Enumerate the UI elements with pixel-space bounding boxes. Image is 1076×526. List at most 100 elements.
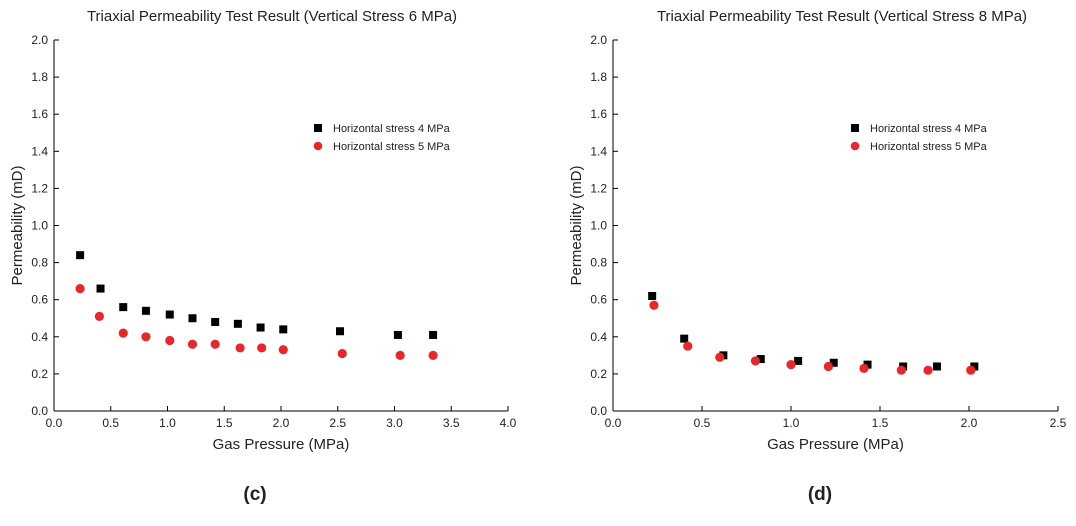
- legend: Horizontal stress 4 MPa Horizontal stress…: [850, 123, 988, 153]
- y-tick-label: 1.6: [590, 107, 607, 121]
- x-tick-label: 3.5: [443, 416, 460, 430]
- legend-label: Horizontal stress 4 MPa: [870, 123, 988, 135]
- legend: Horizontal stress 4 MPa Horizontal stress…: [313, 123, 451, 153]
- legend-marker-circle: [850, 141, 860, 151]
- data-point-circle: [187, 339, 198, 349]
- data-point-circle: [923, 365, 933, 375]
- x-tick-label: 1.0: [159, 416, 176, 430]
- y-tick-label: 0.8: [590, 256, 607, 270]
- y-tick-label: 1.8: [31, 70, 48, 84]
- x-tick-label: 0.5: [694, 416, 711, 430]
- legend-marker-square: [314, 124, 322, 132]
- x-tick-label: 1.5: [872, 416, 889, 430]
- data-point-square: [233, 319, 242, 328]
- panel-label: (c): [243, 484, 266, 505]
- data-point-square: [393, 330, 402, 339]
- y-tick-label: 1.0: [31, 219, 48, 233]
- y-tick-label: 2.0: [590, 33, 607, 47]
- data-point-square: [141, 306, 150, 315]
- data-point-square: [863, 360, 872, 369]
- y-tick-label: 1.6: [31, 107, 48, 121]
- data-point-circle: [428, 350, 438, 360]
- y-tick-label: 1.4: [31, 144, 48, 158]
- data-point-circle: [750, 356, 760, 366]
- series-1: [76, 251, 438, 339]
- y-tick-label: 0.0: [31, 404, 48, 418]
- x-axis-label: Gas Pressure (MPa): [213, 436, 350, 453]
- y-tick-label: 1.2: [31, 181, 48, 195]
- data-point-square: [211, 317, 220, 326]
- data-point-circle: [823, 361, 833, 372]
- data-point-circle: [235, 343, 245, 353]
- data-point-square: [279, 325, 288, 334]
- y-tick-label: 0.8: [31, 256, 48, 270]
- series-1: [648, 291, 979, 371]
- data-point-circle: [649, 300, 659, 310]
- x-tick-label: 2.5: [329, 416, 346, 430]
- chart-panel-d: Triaxial Permeability Test Result (Verti…: [538, 0, 1076, 521]
- data-point-circle: [395, 350, 405, 360]
- legend-label: Horizontal stress 5 MPa: [333, 141, 451, 153]
- chart-title: Triaxial Permeability Test Result (Verti…: [87, 8, 457, 25]
- x-tick-label: 1.5: [216, 416, 233, 430]
- y-tick-label: 0.4: [31, 330, 48, 344]
- legend-marker-square: [851, 124, 859, 132]
- y-tick-label: 0.2: [31, 367, 48, 381]
- chart-c: Triaxial Permeability Test Result (Verti…: [9, 8, 517, 505]
- y-tick-label: 1.4: [590, 144, 607, 158]
- series-2: [649, 300, 976, 375]
- data-point-circle: [257, 343, 267, 353]
- x-tick-label: 0.0: [46, 416, 63, 430]
- y-tick-label: 0.0: [590, 404, 607, 418]
- y-tick-label: 1.8: [590, 70, 607, 84]
- data-point-circle: [859, 363, 869, 373]
- x-tick-label: 3.0: [386, 416, 403, 430]
- data-point-square: [336, 327, 345, 336]
- x-tick-label: 4.0: [500, 416, 517, 430]
- data-point-circle: [683, 341, 693, 351]
- x-axis-label: Gas Pressure (MPa): [767, 436, 904, 453]
- data-point-square: [829, 358, 838, 367]
- y-tick-label: 0.6: [590, 293, 607, 307]
- chart-d: Triaxial Permeability Test Result (Verti…: [568, 8, 1067, 505]
- data-point-square: [188, 314, 197, 323]
- data-point-square: [756, 355, 765, 364]
- y-tick-label: 1.0: [590, 219, 607, 233]
- x-tick-label: 1.0: [783, 416, 800, 430]
- data-point-square: [680, 334, 689, 343]
- data-point-square: [794, 356, 803, 365]
- x-tick-label: 0.5: [102, 416, 119, 430]
- y-tick-label: 2.0: [31, 33, 48, 47]
- data-point-circle: [715, 352, 725, 362]
- x-tick-label: 0.0: [605, 416, 622, 430]
- data-point-circle: [966, 365, 976, 375]
- x-tick-label: 2.5: [1050, 416, 1067, 430]
- data-point-square: [429, 330, 438, 339]
- legend-marker-circle: [313, 141, 323, 151]
- y-tick-label: 0.2: [590, 367, 607, 381]
- data-point-square: [76, 251, 85, 260]
- chart-panel-c: Triaxial Permeability Test Result (Verti…: [0, 0, 538, 521]
- data-point-square: [119, 303, 128, 312]
- series-2: [75, 283, 438, 360]
- y-tick-label: 0.6: [31, 293, 48, 307]
- data-point-square: [96, 284, 105, 293]
- data-point-square: [970, 362, 979, 371]
- data-point-square: [165, 310, 174, 319]
- data-point-circle: [210, 339, 220, 349]
- data-point-circle: [337, 348, 347, 359]
- data-point-circle: [118, 328, 128, 338]
- data-point-circle: [278, 345, 288, 355]
- panel-label: (d): [808, 484, 832, 505]
- x-tick-label: 2.0: [961, 416, 978, 430]
- data-point-square: [932, 362, 941, 371]
- data-point-circle: [75, 283, 85, 294]
- data-point-circle: [141, 332, 151, 342]
- data-point-circle: [896, 365, 906, 375]
- data-point-circle: [94, 311, 104, 321]
- y-axis-label: Permeability (mD): [9, 165, 26, 285]
- data-point-square: [256, 323, 265, 332]
- y-tick-label: 1.2: [590, 181, 607, 195]
- legend-label: Horizontal stress 5 MPa: [870, 141, 988, 153]
- chart-title: Triaxial Permeability Test Result (Verti…: [657, 8, 1027, 25]
